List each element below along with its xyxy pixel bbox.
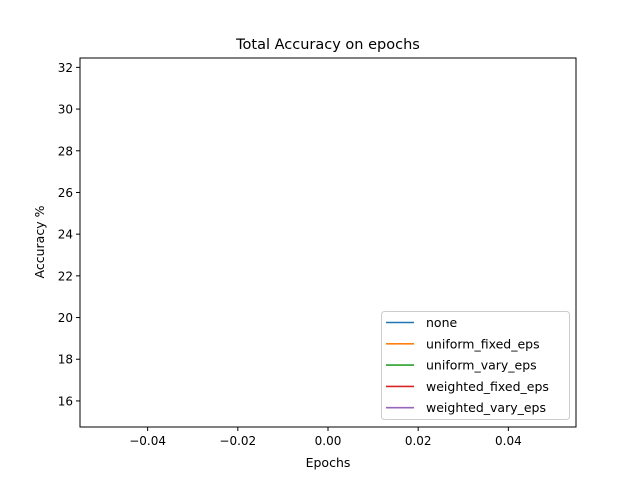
chart-title: Total Accuracy on epochs <box>235 37 420 53</box>
legend-label: weighted_vary_eps <box>426 400 546 415</box>
legend: none uniform_fixed_eps uniform_vary_epswei… <box>381 311 570 420</box>
legend-frame <box>381 311 570 420</box>
legend-items: none uniform_fixed_eps uniform_vary_epswei… <box>386 315 549 415</box>
x-tick-label: 0.02 <box>405 434 432 448</box>
x-axis: −0.04 −0.02 0.00 0.02 0.04 <box>129 427 522 448</box>
x-tick-label: −0.04 <box>129 434 166 448</box>
y-tick-label: 26 <box>58 186 73 200</box>
y-axis: 16 18 20 22 24 26 28 30 32 <box>58 61 80 408</box>
y-tick-label: 18 <box>58 353 73 367</box>
legend-label: uniform_vary_eps <box>426 358 537 373</box>
x-axis-label: Epochs <box>306 455 351 470</box>
legend-label: weighted_fixed_eps <box>426 379 549 394</box>
legend-label: none <box>426 315 457 330</box>
y-tick-label: 24 <box>58 228 73 242</box>
y-tick-label: 32 <box>58 61 73 75</box>
y-tick-label: 16 <box>58 394 73 408</box>
x-tick-label: 0.00 <box>315 434 342 448</box>
y-axis-label: Accuracy % <box>32 205 47 278</box>
legend-label: uniform_fixed_eps <box>426 336 540 351</box>
x-tick-label: 0.04 <box>495 434 522 448</box>
x-tick-label: −0.02 <box>219 434 256 448</box>
y-tick-label: 30 <box>58 103 73 117</box>
y-tick-label: 20 <box>58 311 73 325</box>
y-tick-label: 28 <box>58 144 73 158</box>
y-tick-label: 22 <box>58 269 73 283</box>
